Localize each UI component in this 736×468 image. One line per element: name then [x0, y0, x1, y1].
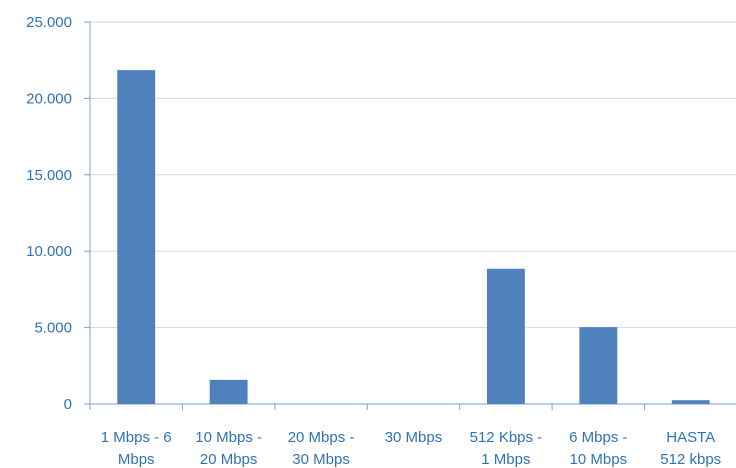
x-category-label: HASTA [666, 429, 715, 446]
bars [117, 70, 710, 404]
x-category-label: 20 Mbps - [288, 429, 355, 446]
bar [486, 268, 525, 404]
y-tick-label: 5.000 [34, 320, 72, 337]
x-category-label: 10 Mbps - [195, 429, 262, 446]
x-category-label: Mbps [118, 451, 155, 468]
bar [579, 327, 618, 404]
y-tick-label: 10.000 [26, 243, 72, 260]
bar [671, 400, 710, 404]
x-category-labels: 1 Mbps - 6 Mbps 10 Mbps - 20 Mbps 20 Mbps - 3… [101, 429, 721, 468]
x-category-label: 1 Mbps [481, 451, 530, 468]
axes [84, 21, 736, 410]
y-tick-label: 25.000 [26, 14, 72, 31]
bar [209, 379, 248, 404]
x-category-label: 512 kbps [660, 451, 721, 468]
y-tick-label: 15.000 [26, 167, 72, 184]
y-tick-labels: 0 5.000 10.000 15.000 20.000 25.000 [26, 14, 72, 413]
x-category-label: 20 Mbps [200, 451, 258, 468]
x-category-label: 6 Mbps - [569, 429, 627, 446]
bar [117, 70, 156, 404]
x-category-label: 512 Kbps - [470, 429, 543, 446]
y-tick-label: 20.000 [26, 90, 72, 107]
x-category-label: 30 Mbps [292, 451, 350, 468]
y-tick-label: 0 [64, 396, 72, 413]
x-category-label: 10 Mbps [570, 451, 628, 468]
grid-lines [90, 21, 736, 329]
x-category-label: 30 Mbps [385, 429, 443, 446]
x-category-label: 1 Mbps - 6 [101, 429, 172, 446]
